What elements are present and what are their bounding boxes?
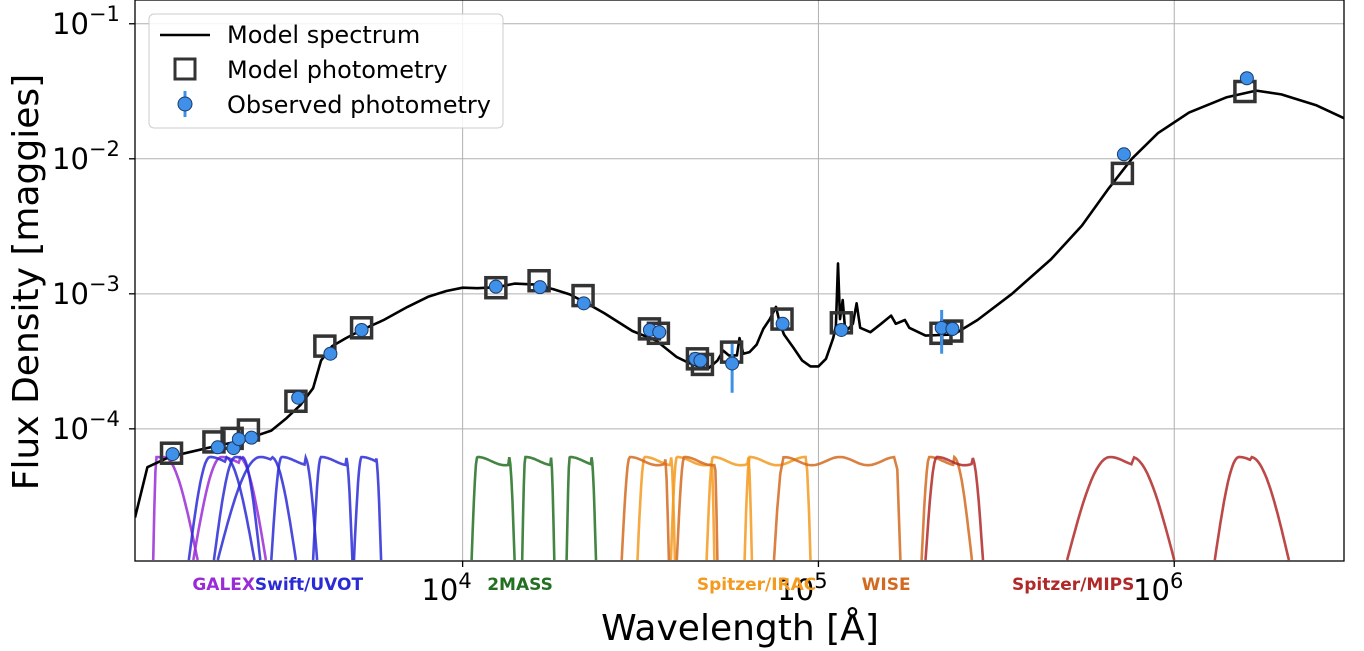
x-tick-exponent: 5 (814, 569, 827, 593)
filter-curve (1213, 455, 1291, 561)
filter-label: WISE (862, 575, 911, 595)
y-tick-label: 10−3 (52, 272, 120, 311)
observed-photometry-point (231, 432, 246, 447)
observed-photometry-point (165, 447, 180, 462)
model-photometry-square (685, 347, 710, 371)
filter-curve (470, 455, 516, 561)
filter-curve (620, 455, 671, 561)
observed-photometry-point (354, 322, 369, 337)
legend-square-marker (173, 57, 197, 81)
filter-label: Spitzer/MIPS (1012, 575, 1134, 595)
x-tick-label: 104 (421, 569, 471, 607)
y-tick-base: 10 (52, 7, 89, 41)
x-tick-exponent: 6 (1170, 569, 1183, 593)
model-photometry-square (159, 441, 184, 465)
y-axis-title: Flux Density [maggies] (6, 74, 47, 490)
observed-photometry-point (945, 321, 960, 336)
legend: Model spectrum Model photometry Observed… (148, 13, 504, 129)
filter-curve (311, 455, 354, 561)
observed-photometry-point (693, 353, 708, 368)
filter-curve (187, 455, 256, 561)
filter-curve (1065, 455, 1176, 561)
filter-label: GALEX (192, 575, 255, 595)
x-tick-label: 105 (777, 569, 827, 607)
observed-photometry-point (576, 296, 591, 311)
filter-curve (352, 455, 383, 561)
observed-photometry-point (775, 316, 790, 331)
filter-curve (520, 455, 556, 561)
filter-labels: GALEX Swift/UVOT 2MASS Spitzer/IRAC WISE Spit… (192, 575, 1134, 595)
filter-label: 2MASS (487, 575, 553, 595)
model-photometry-square (349, 316, 374, 340)
legend-label-model-spectrum: Model spectrum (227, 21, 420, 49)
observed-photometry-point (834, 322, 849, 337)
filter-curves (151, 452, 1291, 561)
y-tick-exponent: −1 (89, 2, 120, 26)
x-tick-exponent: 4 (458, 569, 471, 593)
model-spectrum-line (135, 89, 1344, 518)
filter-curve (216, 455, 298, 561)
observed-photometry-point (725, 356, 740, 371)
y-tick-exponent: −3 (89, 272, 120, 296)
filter-label: Swift/UVOT (255, 575, 364, 595)
legend-label-model-photometry: Model photometry (227, 56, 448, 84)
plot-frame (134, 0, 1345, 562)
filter-curve (920, 454, 974, 561)
observed-photometry-point (291, 390, 306, 405)
observed-photometry-point (488, 279, 503, 294)
model-spectrum (135, 89, 1344, 518)
y-tick-label: 10−1 (52, 2, 120, 41)
observed-photometry-point (1116, 147, 1131, 162)
x-tick-base: 10 (421, 573, 458, 607)
y-tick-label: 10−4 (52, 407, 120, 446)
y-tick-base: 10 (52, 412, 89, 446)
model-photometry-square (1110, 161, 1135, 186)
y-tick-exponent: −2 (89, 137, 120, 161)
legend-label-observed-photometry: Observed photometry (227, 91, 491, 119)
y-tick-exponent: −4 (89, 407, 120, 431)
filter-curve (705, 455, 754, 561)
legend-box (148, 13, 504, 129)
observed-photometry (165, 71, 1254, 462)
filter-curve (743, 455, 812, 561)
y-tick-base: 10 (52, 277, 89, 311)
x-tick-base: 10 (1133, 573, 1170, 607)
observed-photometry-point (210, 440, 225, 455)
filter-curve (212, 455, 262, 561)
legend-circle-marker (177, 96, 193, 112)
filter-curve (924, 455, 985, 561)
x-tick-base: 10 (777, 573, 814, 607)
x-axis-title: Wavelength [Å] (601, 606, 879, 649)
observed-photometry-point (1239, 71, 1254, 86)
filter-label: Spitzer/IRAC (697, 575, 816, 595)
observed-photometry-point (244, 430, 259, 445)
filter-curve (565, 455, 598, 561)
filter-curve (772, 455, 902, 561)
y-tick-label: 10−2 (52, 137, 120, 176)
observed-photometry-point (323, 346, 338, 361)
observed-photometry-point (533, 280, 548, 295)
observed-photometry-point (652, 325, 667, 340)
filter-curve (675, 455, 719, 561)
model-photometry (159, 79, 1257, 465)
filter-curve (270, 452, 319, 561)
y-tick-base: 10 (52, 142, 89, 176)
model-photometry-square (484, 275, 508, 300)
x-tick-label: 106 (1133, 569, 1183, 607)
